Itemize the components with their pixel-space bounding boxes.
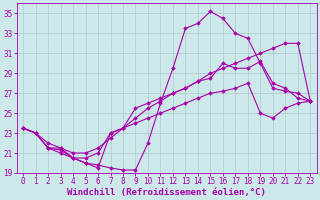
X-axis label: Windchill (Refroidissement éolien,°C): Windchill (Refroidissement éolien,°C)	[67, 188, 266, 197]
